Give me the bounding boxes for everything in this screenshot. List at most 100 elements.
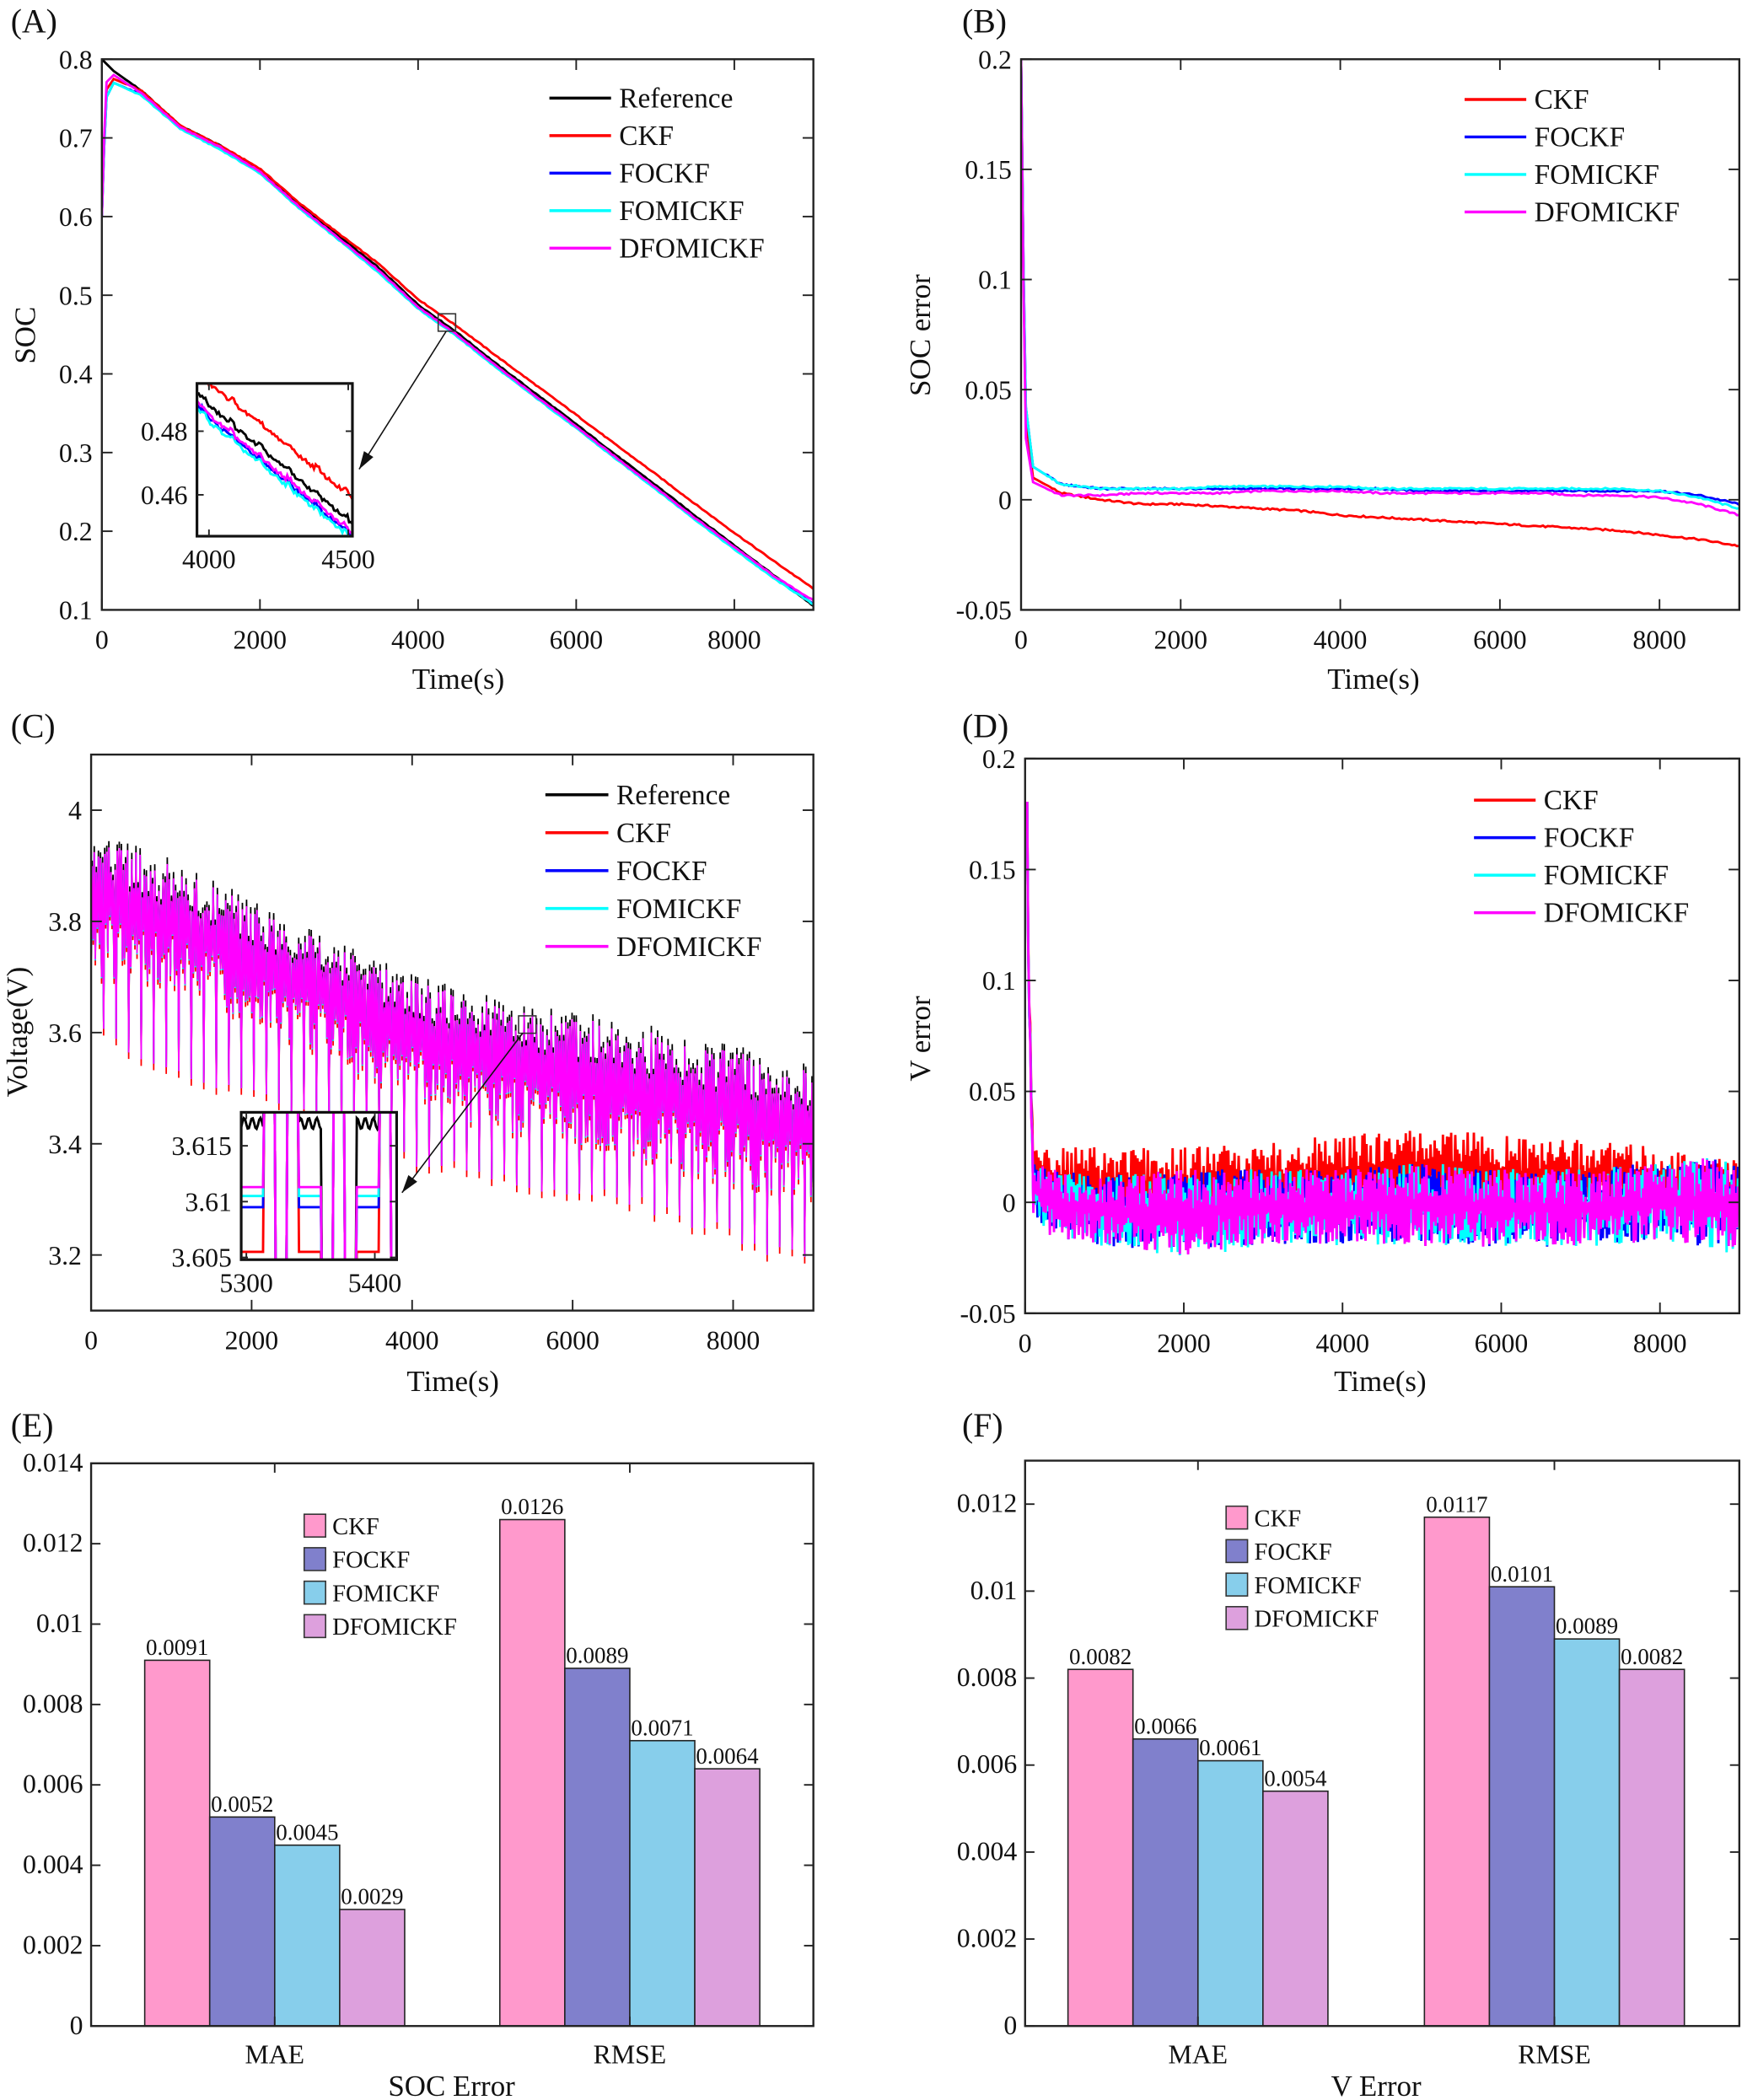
- bar-value-label: 0.0061: [1199, 1735, 1261, 1760]
- x-tick-label-b: 4000: [1314, 626, 1368, 655]
- y-tick-label-b: -0.05: [956, 596, 1012, 626]
- chart-b: 0 2000 4000 6000 8000-0.0500.050.10.150.2CKF…: [956, 45, 1741, 655]
- legend-entry: CKF: [1544, 785, 1599, 816]
- legend-swatch: [1225, 1539, 1249, 1564]
- x-tick-label-b: 6000: [1473, 626, 1527, 655]
- panel-label-e: (E): [11, 1407, 54, 1444]
- legend-entry: DFOMICKF: [1535, 197, 1680, 228]
- plot-area-b: [1020, 59, 1739, 548]
- legend-entry: FOMICKF: [332, 1581, 439, 1607]
- legend-swatch: [303, 1614, 326, 1639]
- y-tick-label-d: 0.15: [969, 856, 1016, 885]
- plot-area-a: [101, 59, 814, 607]
- panel-label-c: (C): [11, 707, 56, 744]
- bar-value-label: 0.0126: [501, 1494, 563, 1519]
- panel-label-a: (A): [11, 3, 57, 40]
- legend-entry: CKF: [616, 818, 671, 849]
- inset-series-fomickf: [241, 1112, 393, 1260]
- y-tick-label-f: 0.012: [957, 1489, 1017, 1518]
- legend: CKF FOCKF FOMICKF DFOMICKF: [303, 1513, 457, 1641]
- x-tick-label-d: 4000: [1315, 1329, 1369, 1358]
- legend-entry: FOMICKF: [619, 196, 744, 227]
- x-tick-label-inset-c: 5300: [219, 1268, 273, 1297]
- series-line-fomickf: [1020, 59, 1739, 510]
- xlabel-e: SOC Error: [388, 2070, 515, 2100]
- bar-rmse-ckf: [1423, 1516, 1491, 2027]
- bar-mae-fomickf: [1196, 1759, 1264, 2027]
- series-line-fockf: [1020, 59, 1739, 507]
- category-label: RMSE: [1518, 2040, 1591, 2070]
- inset-series-fockf: [241, 1112, 393, 1260]
- ylabel-d: V error: [904, 996, 937, 1082]
- ylabel-c: Voltage(V): [1, 967, 34, 1098]
- y-tick-label-e: 0.004: [23, 1850, 83, 1879]
- inset-frame: [239, 1110, 399, 1261]
- panel-label-b: (B): [962, 3, 1007, 40]
- y-tick-label-f: 0: [1003, 2011, 1017, 2040]
- bar-value-label: 0.0029: [341, 1884, 403, 1909]
- y-tick-label-f: 0.008: [957, 1662, 1017, 1692]
- y-tick-label-e: 0.008: [23, 1689, 83, 1718]
- legend-swatch: [1225, 1572, 1249, 1597]
- legend-entry: DFOMICKF: [1544, 898, 1689, 929]
- y-tick-label-c: 3.2: [48, 1241, 82, 1270]
- legend-entry: FOMICKF: [1255, 1573, 1362, 1599]
- legend-entry: DFOMICKF: [332, 1614, 457, 1641]
- y-tick-label-c: 3.4: [48, 1130, 82, 1159]
- series-line-dfomickf: [1020, 59, 1739, 517]
- bar-rmse-fockf: [564, 1668, 631, 2027]
- bar-value-label: 0.0054: [1264, 1765, 1327, 1791]
- bar-rmse-dfomickf: [694, 1768, 761, 2027]
- legend-entry: FOCKF: [616, 856, 707, 887]
- xlabel-b: Time(s): [1327, 663, 1419, 696]
- x-tick-label-a: 8000: [707, 626, 761, 655]
- plot-area-d: [1024, 802, 1739, 1256]
- x-tick-label-c: 8000: [707, 1326, 761, 1356]
- legend: CKF FOCKF FOMICKF DFOMICKF: [1474, 785, 1689, 929]
- bar-value-label: 0.0052: [211, 1791, 273, 1817]
- chart-a: 0 2000 4000 6000 8000 0.1 0.2 0.3 0.4 0.5 0.6 0.7 0.…: [59, 45, 815, 655]
- axes-frame-b: [1019, 58, 1741, 611]
- inset-series-dfomickf: [196, 400, 352, 534]
- bar-rmse-dfomickf: [1618, 1668, 1686, 2027]
- panel-label-f: (F): [962, 1407, 1003, 1444]
- y-tick-label-inset-c: 3.61: [185, 1187, 232, 1216]
- series-line-dfomickf: [1024, 802, 1739, 1254]
- zoom-region-marker: [437, 313, 457, 332]
- y-tick-label-c: 3.8: [48, 907, 82, 937]
- inset-series-reference: [196, 391, 352, 525]
- zoom-arrow: [401, 1033, 524, 1194]
- x-tick-label-d: 0: [1019, 1329, 1032, 1358]
- y-tick-label-d: -0.05: [960, 1299, 1015, 1329]
- x-tick-label-b: 2000: [1154, 626, 1208, 655]
- bar-rmse-ckf: [498, 1518, 566, 2027]
- y-tick-label-a: 0.3: [59, 438, 93, 468]
- chart-d: 0 2000 4000 6000 8000-0.0500.050.10.150.2CKF…: [960, 744, 1741, 1358]
- y-tick-label-b: 0.1: [978, 266, 1012, 295]
- x-tick-label-d: 8000: [1633, 1329, 1687, 1358]
- bar-mae-ckf: [1067, 1668, 1134, 2027]
- bar-value-label: 0.0066: [1134, 1713, 1196, 1738]
- y-tick-label-a: 0.1: [59, 596, 93, 626]
- inset-series-fockf: [196, 402, 352, 537]
- panel-label-d: (D): [962, 707, 1008, 744]
- bar-rmse-fomickf: [629, 1739, 696, 2027]
- zoom-region-marker: [518, 1015, 537, 1034]
- y-tick-label-c: 3.6: [48, 1018, 82, 1048]
- axes-frame-e: [89, 1462, 815, 2027]
- y-tick-label-a: 0.2: [59, 517, 93, 546]
- inset-zoom-c: 5300 5400 3.605 3.61 3.615: [171, 1110, 402, 1297]
- bar-value-label: 0.0089: [566, 1643, 628, 1668]
- legend-entry: FOCKF: [1535, 122, 1626, 153]
- x-tick-label-inset-c: 5400: [348, 1268, 402, 1297]
- bar-value-label: 0.0071: [631, 1715, 693, 1740]
- xlabel-f: V Error: [1331, 2070, 1422, 2100]
- legend-swatch: [1225, 1606, 1249, 1630]
- y-tick-label-d: 0.1: [982, 966, 1016, 996]
- legend-entry: Reference: [619, 83, 733, 114]
- y-tick-label-c: 4: [68, 796, 82, 825]
- x-tick-label-d: 6000: [1475, 1329, 1529, 1358]
